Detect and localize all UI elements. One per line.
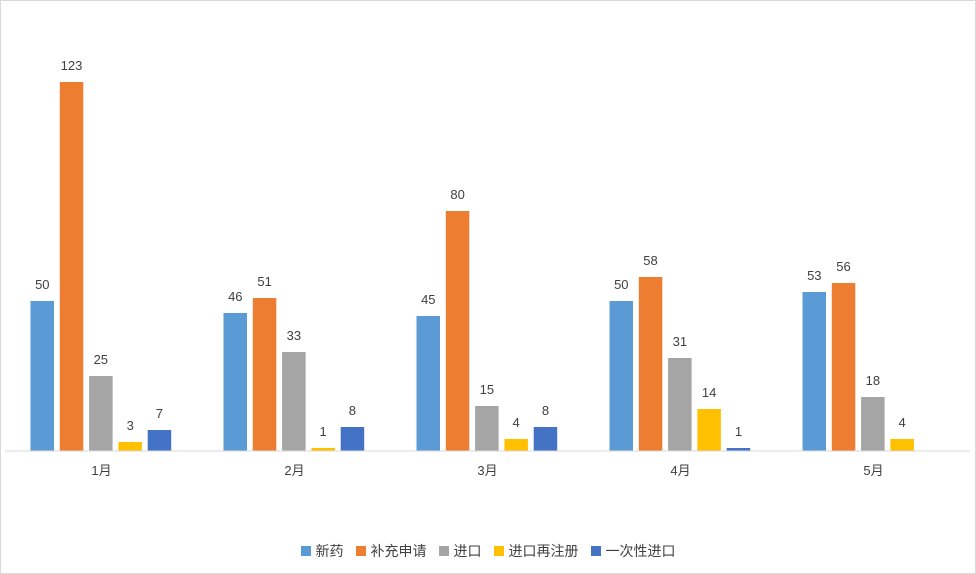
bar-一次性进口-2月 [340,427,365,451]
data-label-进口再注册-1月: 3 [127,418,134,433]
bar-进口再注册-4月 [697,409,721,451]
data-label-进口-4月: 31 [673,334,687,349]
data-label-补充申请-3月: 80 [450,187,464,202]
bar-新药-1月 [30,301,54,451]
legend-item-进口: 进口 [438,541,482,561]
bar-一次性进口-4月 [726,448,751,451]
data-label-新药-1月: 50 [35,277,49,292]
bar-进口-3月 [475,406,499,451]
data-label-新药-5月: 53 [807,268,821,283]
x-tick-label-5月: 5月 [863,463,883,478]
bar-进口再注册-1月 [118,442,142,451]
bar-补充申请-4月 [638,277,663,451]
data-label-补充申请-5月: 56 [836,259,850,274]
x-tick-label-2月: 2月 [284,463,304,478]
bar-一次性进口-1月 [147,430,172,451]
legend-item-新药: 新药 [300,541,344,561]
legend-label: 进口再注册 [508,544,579,560]
data-label-补充申请-2月: 51 [257,274,271,289]
legend-swatch [300,546,311,556]
bar-一次性进口-3月 [533,427,558,451]
bar-进口再注册-5月 [890,439,914,451]
legend-item-补充申请: 补充申请 [355,541,427,561]
data-label-补充申请-4月: 58 [643,253,657,268]
data-label-新药-3月: 45 [421,292,435,307]
bar-补充申请-5月 [831,283,856,451]
legend-label: 新药 [315,544,344,560]
legend-swatch [438,546,449,556]
bar-进口-1月 [89,376,113,451]
data-label-进口-2月: 33 [287,328,301,343]
legend: 新药 补充申请 进口 进口再注册 一次性进口 [0,540,976,562]
bar-进口-2月 [282,352,306,451]
legend-label: 补充申请 [370,544,427,560]
data-label-补充申请-1月: 123 [61,58,83,73]
data-label-新药-4月: 50 [614,277,628,292]
data-label-进口再注册-3月: 4 [512,415,519,430]
bar-进口再注册-3月 [504,439,528,451]
bar-进口再注册-2月 [311,448,335,451]
data-label-进口再注册-5月: 4 [898,415,905,430]
bar-进口-4月 [668,358,692,451]
bar-补充申请-1月 [59,82,84,451]
data-label-进口再注册-2月: 1 [319,424,326,439]
bar-补充申请-2月 [252,298,277,451]
data-label-一次性进口-4月: 1 [735,424,742,439]
data-label-新药-2月: 46 [228,289,242,304]
x-tick-label-4月: 4月 [670,463,690,478]
data-label-一次性进口-1月: 7 [156,406,163,421]
bar-新药-3月 [416,316,440,451]
data-label-进口再注册-4月: 14 [702,385,716,400]
x-tick-label-3月: 3月 [477,463,497,478]
bar-进口-5月 [861,397,885,451]
data-label-进口-5月: 18 [866,373,880,388]
legend-label: 进口 [453,544,482,560]
data-label-一次性进口-2月: 8 [349,403,356,418]
legend-label: 一次性进口 [605,544,676,560]
legend-item-进口再注册: 进口再注册 [493,541,579,561]
legend-swatch [493,546,504,556]
data-label-进口-1月: 25 [94,352,108,367]
x-tick-label-1月: 1月 [91,463,111,478]
bar-新药-2月 [223,313,247,451]
legend-item-一次性进口: 一次性进口 [590,541,676,561]
data-label-进口-3月: 15 [480,382,494,397]
data-label-一次性进口-3月: 8 [542,403,549,418]
bar-新药-5月 [802,292,826,451]
bar-补充申请-3月 [445,211,470,451]
legend-swatch [590,546,601,556]
legend-swatch [355,546,366,556]
bar-新药-4月 [609,301,633,451]
